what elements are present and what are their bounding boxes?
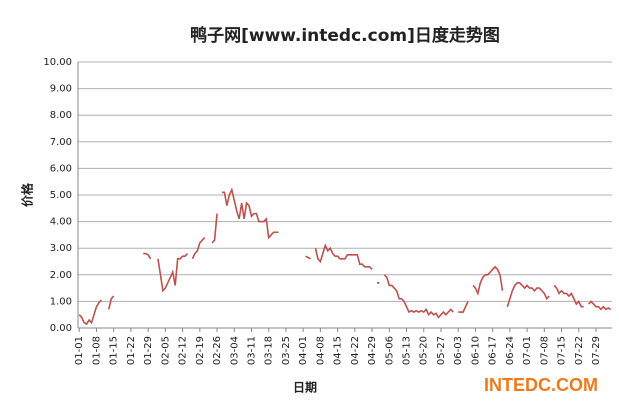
y-tick-label: 1.00 [50, 296, 72, 307]
x-tick-label: 02-05 [160, 336, 171, 365]
x-tick-label: 05-27 [436, 336, 447, 365]
x-tick-label: 05-20 [419, 336, 430, 365]
x-tick-label: 03-11 [246, 336, 257, 365]
x-tick-label: 06-17 [488, 336, 499, 365]
y-tick-label: 4.00 [50, 217, 72, 228]
x-tick-label: 01-15 [109, 336, 120, 365]
x-tick-label: 07-08 [539, 336, 550, 365]
x-tick-label: 04-08 [315, 336, 326, 365]
y-tick-label: 5.00 [50, 190, 72, 201]
data-line [78, 187, 612, 326]
x-axis-title: 日期 [293, 380, 317, 395]
x-tick-label: 02-12 [178, 336, 189, 365]
x-tick-label: 03-25 [281, 336, 292, 365]
x-tick-label: 06-24 [505, 336, 516, 365]
y-tick-label: 2.00 [50, 270, 72, 281]
x-tick-label: 07-01 [522, 336, 533, 365]
x-tick-label: 07-22 [574, 336, 585, 365]
x-tick-label: 04-01 [298, 336, 309, 365]
chart-title: 鸭子网[www.intedc.com]日度走势图 [190, 25, 500, 46]
x-tick-label: 05-06 [384, 336, 395, 365]
y-tick-label: 9.00 [50, 84, 72, 95]
x-tick-label: 03-18 [264, 336, 275, 365]
y-tick-label: 10.00 [43, 57, 72, 68]
x-tick-label: 04-15 [333, 336, 344, 365]
y-tick-label: 8.00 [50, 110, 72, 121]
y-tick-label: 0.00 [50, 323, 72, 334]
x-tick-label: 06-03 [453, 336, 464, 365]
y-axis-title: 价格 [20, 182, 35, 207]
x-tick-label: 07-29 [591, 336, 602, 365]
x-tick-label: 04-29 [367, 336, 378, 365]
x-tick-label: 01-01 [74, 336, 85, 365]
x-tick-label: 07-15 [557, 336, 568, 365]
x-tick-label: 04-22 [350, 336, 361, 365]
x-tick-label: 02-19 [195, 336, 206, 365]
x-tick-label: 01-29 [143, 336, 154, 365]
x-tick-label: 01-22 [126, 336, 137, 365]
brand-logo: INTEDC.COM [484, 375, 598, 395]
y-tick-label: 6.00 [50, 163, 72, 174]
y-tick-label: 3.00 [50, 243, 72, 254]
x-tick-label: 05-13 [402, 336, 413, 365]
y-tick-label: 7.00 [50, 137, 72, 148]
x-tick-label: 02-26 [212, 336, 223, 365]
x-tick-label: 06-10 [470, 336, 481, 365]
x-tick-label: 03-04 [229, 336, 240, 365]
x-tick-label: 01-08 [91, 336, 102, 365]
